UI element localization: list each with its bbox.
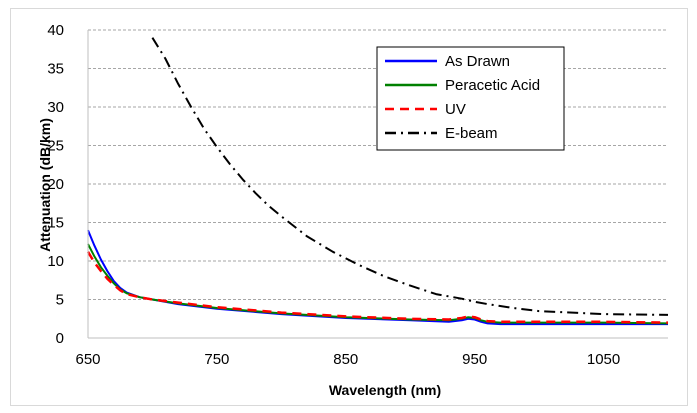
y-tick-label: 0 [56,330,64,347]
y-tick-label: 30 [47,99,64,116]
series-line-peracetic-acid [87,243,669,325]
axes [87,30,668,339]
y-tick-label: 15 [47,215,64,232]
x-tick-label: 850 [333,351,358,368]
legend-label: Peracetic Acid [445,77,540,94]
x-tick-label: 650 [75,351,100,368]
legend-label: E-beam [445,125,498,142]
x-tick-label: 950 [462,351,487,368]
y-tick-label: 10 [47,253,64,270]
series-lines [86,37,669,326]
y-tick-labels: 0 5 10 15 20 25 30 35 40 [47,22,64,347]
y-tick-label: 40 [47,22,64,39]
x-tick-labels: 650 750 850 950 1050 [75,351,620,368]
y-tick-label: 5 [56,292,64,309]
x-tick-label: 1050 [587,351,620,368]
series-line-uv [86,251,669,324]
legend-label: UV [445,101,466,118]
series-line-as-drawn [87,229,668,326]
series-line-e-beam [151,37,669,316]
y-axis-title: Attenuation (dB/km) [37,118,53,252]
x-tick-label: 750 [204,351,229,368]
y-tick-label: 20 [47,176,64,193]
y-tick-label: 25 [47,138,64,155]
legend-label: As Drawn [445,53,510,70]
chart-frame [10,8,688,406]
x-axis-title: Wavelength (nm) [329,382,441,398]
y-tick-label: 35 [47,61,64,78]
legend: As Drawn Peracetic Acid UV E-beam [376,46,565,151]
